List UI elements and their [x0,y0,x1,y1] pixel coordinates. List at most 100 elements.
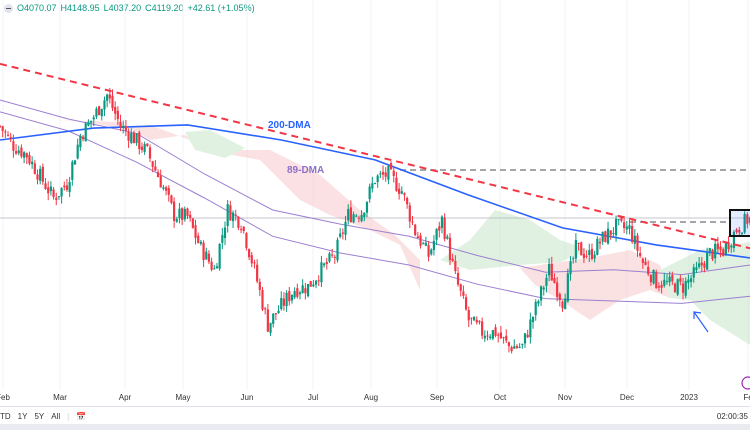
candle-body [689,278,693,282]
candle-body [598,241,602,244]
candle-body [239,229,243,231]
candle-body [636,235,639,251]
candle-body [373,183,377,185]
x-tick-label: Sep [429,393,445,402]
candle-body [609,230,612,235]
candle-body [384,172,387,177]
candle-body [138,132,141,150]
candle-body [574,240,577,259]
candle-body [446,236,449,239]
candle-body [223,227,227,239]
candle-body [9,137,12,139]
candle-body [606,228,610,244]
candle-body [491,330,494,339]
candle-body [12,141,15,151]
candle-body [349,207,352,222]
candle-body [130,133,133,143]
dma200-label: 200-DMA [268,120,311,131]
candle-body [529,319,532,338]
ichimoku-cloud [55,120,750,345]
candle-body [28,155,31,164]
candle-body [89,120,93,123]
breakout-box [729,209,750,237]
logo-icon[interactable] [741,376,750,390]
candle-body [564,298,567,310]
candle-body [424,242,427,246]
candle-body [127,131,130,141]
candle-body [588,250,591,256]
calendar-icon[interactable]: 📅 [76,412,87,421]
collapse-icon[interactable] [4,3,13,13]
candle-body [473,316,476,321]
candle-body [502,337,505,339]
candle-body [44,183,47,190]
candle-body [49,186,52,192]
candle-body [191,218,194,228]
candle-body [438,226,441,231]
candle-body [306,284,310,297]
range-all[interactable]: All [51,412,61,421]
dma89-label: 89-DMA [287,165,324,176]
candle-body [735,229,738,233]
price-chart[interactable]: 200-DMA 89-DMA [0,0,750,390]
candle-body [272,313,275,324]
candle-body [655,271,658,289]
range-1y[interactable]: 1Y [17,412,28,421]
candle-body [317,280,320,282]
candle-body [681,283,685,293]
candle-body [537,301,540,304]
candle-body [25,153,28,158]
candle-body [218,243,221,269]
candle-body [746,214,749,224]
ohlc-legend: O4070.07 H4148.95 L4037.20 C4119.20 +42.… [4,3,255,13]
candle-body [647,266,650,275]
candle-body [513,346,516,349]
candle-body [430,249,433,255]
candle-body [440,216,444,228]
candle-body [237,217,240,228]
candle-body [242,226,245,232]
candle-body [403,193,406,196]
candle-body [639,253,642,256]
clock: 02:00:35 [716,412,748,421]
candle-body [328,253,331,262]
candle-body [381,171,385,175]
arrow-icon [693,311,709,333]
dma89-line [0,99,750,276]
candle-body [14,151,18,154]
candle-body [451,258,454,261]
candle-body [344,221,347,235]
candle-body [408,205,411,222]
candle-body [545,277,548,286]
candle-body [47,187,50,194]
candle-body [162,187,165,189]
candle-body [288,291,291,302]
bottom-toolbar: TD 1Y 5Y All | 📅 02:00:35 [0,406,750,425]
candle-body [539,286,543,301]
candle-body [84,123,87,142]
candle-body [422,243,425,245]
range-ytd[interactable]: TD [0,412,11,421]
range-5y[interactable]: 5Y [34,412,45,421]
candle-body [57,196,61,198]
candle-body [293,291,296,298]
candle-body [20,147,23,157]
candle-body [226,204,229,227]
candle-body [748,217,750,223]
x-tick-label: May [175,393,191,402]
candle-body [108,94,111,99]
candle-body [657,286,661,288]
candle-body [572,258,575,260]
candle-body [494,327,497,336]
candle-body [510,347,513,352]
candle-body [213,268,216,270]
x-tick-label: Dec [619,393,635,402]
candle-body [435,228,438,240]
candle-body [167,188,170,195]
candle-body [443,217,446,240]
candle-body [467,309,470,321]
candle-body [100,108,103,117]
candle-body [392,170,395,176]
candle-body [178,208,181,219]
candle-body [274,313,277,315]
